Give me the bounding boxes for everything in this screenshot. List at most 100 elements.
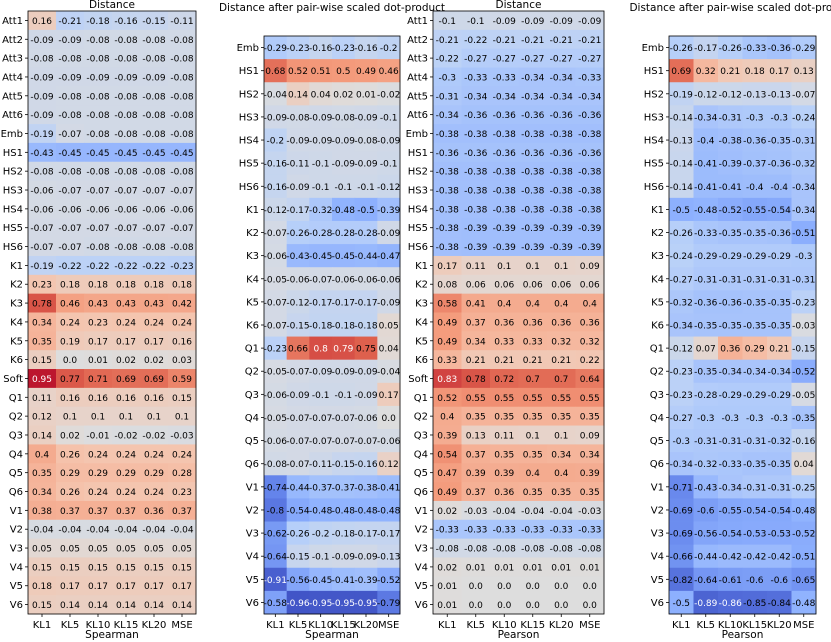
cell-label: -0.24 — [670, 252, 694, 262]
cell-label: 0.05 — [379, 322, 399, 332]
cell-label: 0.43 — [116, 300, 136, 310]
heatmap-cell — [490, 463, 519, 483]
cell-label: -0.07 — [309, 414, 332, 424]
cell-label: -0.85 — [743, 599, 766, 609]
y-tick-label: V4 — [651, 552, 664, 563]
cell-label: -0.07 — [58, 243, 81, 253]
cell-label: -0.35 — [719, 229, 742, 239]
heatmap-cell — [56, 293, 85, 313]
heatmap-cell — [490, 218, 519, 238]
cell-label: -0.01 — [86, 431, 109, 441]
heatmap-cell — [377, 590, 401, 615]
heatmap-cell — [718, 567, 743, 592]
heatmap-cell — [742, 267, 768, 291]
heatmap-cell — [461, 67, 491, 87]
heatmap-cell — [140, 161, 169, 181]
heatmap-cell — [56, 519, 85, 540]
cell-label: -0.38 — [521, 187, 545, 197]
cell-label: -0.09 — [286, 137, 310, 147]
heatmap-cell — [168, 67, 197, 87]
heatmap-cell — [490, 576, 519, 596]
heatmap-cell — [718, 359, 743, 384]
cell-label: -0.38 — [493, 205, 517, 215]
heatmap-cell — [332, 197, 356, 222]
heatmap-cell — [56, 387, 85, 408]
heatmap-cell — [547, 576, 576, 596]
heatmap-cell — [767, 382, 792, 407]
cell-label: -0.33 — [550, 526, 573, 536]
heatmap-cell — [490, 105, 519, 125]
heatmap-cell — [433, 369, 462, 389]
cell-label: -0.1 — [357, 183, 375, 193]
heatmap-cell — [84, 482, 113, 502]
cell-label: -0.06 — [264, 437, 288, 447]
cell-label: -0.71 — [670, 483, 693, 493]
heatmap-cell — [669, 498, 694, 522]
cell-label: -0.36 — [768, 44, 792, 54]
heatmap-cell — [575, 161, 605, 181]
cell-label: -0.27 — [550, 55, 573, 65]
heatmap-cell — [286, 452, 310, 476]
y-tick-label: V2 — [651, 505, 664, 516]
x-tick-label: KL5 — [289, 620, 308, 631]
cell-label: -0.91 — [264, 576, 287, 586]
cell-label: 0.55 — [466, 394, 486, 404]
cell-label: 0.26 — [60, 450, 80, 460]
cell-label: -0.07 — [114, 224, 137, 234]
heatmap-cell — [354, 313, 378, 337]
cell-label: -0.15 — [332, 460, 355, 470]
y-tick-label: V1 — [651, 482, 664, 493]
cell-label: -0.34 — [670, 322, 694, 332]
cell-label: -0.69 — [670, 530, 694, 540]
heatmap-cell — [669, 290, 694, 314]
heatmap-cell — [547, 538, 576, 558]
heatmap-cell — [518, 312, 548, 332]
y-tick-label: Att2 — [2, 35, 23, 46]
cell-label: 0.34 — [32, 488, 52, 498]
cell-label: -0.31 — [694, 275, 717, 285]
heatmap-cell — [309, 521, 333, 546]
heatmap-cell — [140, 331, 169, 351]
cell-label: -0.09 — [521, 17, 545, 27]
heatmap-cell — [140, 500, 169, 521]
cell-label: 0.69 — [671, 67, 691, 77]
cell-label: 0.24 — [144, 488, 164, 498]
heatmap-cell — [693, 220, 719, 245]
heatmap-cell — [433, 180, 462, 200]
cell-label: -0.27 — [578, 55, 601, 65]
cell-label: -0.09 — [377, 229, 401, 239]
heatmap-cell — [433, 86, 462, 106]
heatmap-cell — [168, 237, 197, 257]
heatmap-cell — [547, 387, 576, 408]
heatmap-cell — [140, 237, 169, 257]
cell-label: -0.37 — [332, 483, 355, 493]
heatmap-cell — [767, 36, 792, 60]
x-axis-label: Spearman — [85, 629, 139, 641]
heatmap-cell — [28, 331, 57, 351]
heatmap-cell — [168, 142, 197, 163]
heatmap-cell — [461, 199, 491, 219]
cell-label: -0.38 — [464, 205, 488, 215]
heatmap-cell — [461, 425, 491, 445]
cell-label: -0.34 — [436, 111, 460, 121]
cell-label: 0.0 — [526, 582, 541, 592]
heatmap-cell — [84, 312, 113, 332]
cell-label: -0.15 — [286, 322, 309, 332]
cell-label: -0.33 — [436, 526, 459, 536]
y-tick-label: HS3 — [408, 186, 428, 197]
heatmap-cell — [140, 538, 169, 558]
cell-label: -0.1 — [335, 391, 353, 401]
heatmap-cell — [547, 48, 576, 68]
heatmap-cell — [490, 124, 519, 144]
heatmap-cell — [84, 387, 113, 408]
y-tick-label: K1 — [246, 205, 259, 216]
heatmap-cell — [309, 313, 333, 337]
y-tick-label: Q6 — [650, 459, 664, 470]
heatmap-cell — [112, 312, 141, 332]
heatmap-cell — [791, 220, 817, 245]
heatmap-cell — [433, 350, 462, 370]
cell-label: -0.79 — [377, 599, 401, 609]
heatmap-cell — [309, 382, 333, 407]
cell-label: 0.66 — [288, 345, 308, 355]
heatmap-cell — [693, 429, 719, 453]
